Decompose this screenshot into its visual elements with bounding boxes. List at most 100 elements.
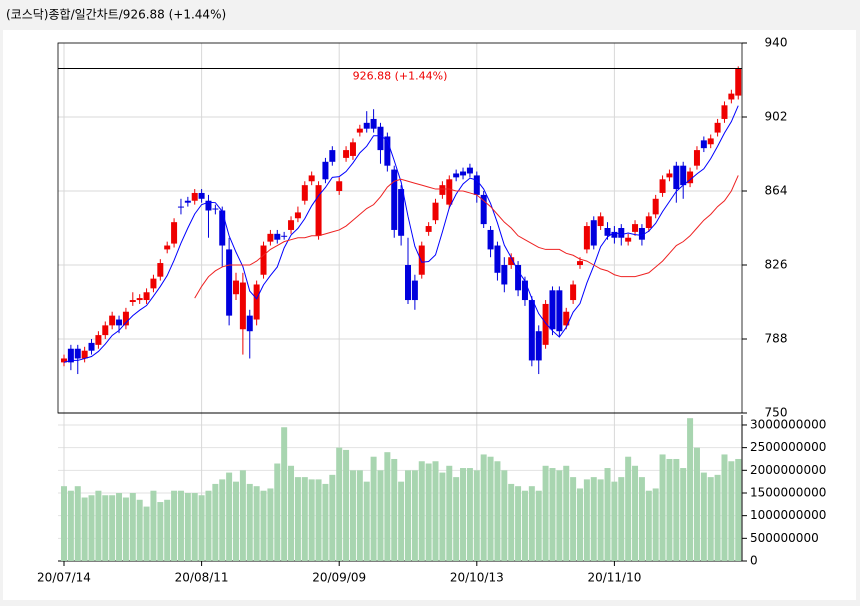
volume-bar xyxy=(411,470,418,561)
volume-bar xyxy=(659,454,666,561)
volume-bar xyxy=(542,465,549,561)
volume-bar xyxy=(405,470,411,561)
x-tick-label: 20/11/10 xyxy=(587,571,641,585)
volume-bar xyxy=(301,477,308,561)
volume-bar xyxy=(150,490,157,561)
volume-bar xyxy=(315,479,322,561)
candle-body xyxy=(81,350,88,359)
volume-bar xyxy=(95,490,102,561)
candle-body xyxy=(700,140,707,149)
volume-bar xyxy=(336,447,343,561)
candle-body xyxy=(253,284,260,320)
volume-bar xyxy=(246,483,253,561)
candle-body xyxy=(590,220,597,246)
candle-body xyxy=(645,216,652,228)
candle-body xyxy=(102,325,109,336)
candle-body xyxy=(556,290,563,332)
candle-body xyxy=(535,331,542,361)
volume-bar xyxy=(625,456,632,561)
candle-body xyxy=(501,265,508,285)
volume-bar xyxy=(384,452,391,561)
candle-body xyxy=(274,233,281,240)
candle-body xyxy=(432,202,439,221)
candle-body xyxy=(267,233,274,242)
candle-body xyxy=(301,185,308,201)
volume-bar xyxy=(157,502,164,561)
y-tick-label: 750 xyxy=(765,406,788,420)
volume-bar xyxy=(549,468,556,561)
x-tick-label: 20/09/09 xyxy=(312,571,366,585)
last-price-annotation: 926.88 (+1.44%) xyxy=(353,70,448,83)
volume-bar xyxy=(391,458,398,561)
y-tick-label: 0 xyxy=(750,554,758,568)
moving-average-line xyxy=(194,175,739,299)
volume-bar xyxy=(308,479,315,561)
volume-bar xyxy=(453,477,460,561)
candle-body xyxy=(515,265,522,291)
volume-bar xyxy=(398,481,405,561)
candle-body xyxy=(693,150,700,166)
volume-bar xyxy=(294,477,301,561)
volume-bar xyxy=(432,461,439,561)
volume-bar xyxy=(501,470,508,561)
volume-bar xyxy=(349,470,356,561)
candle-body xyxy=(122,311,129,326)
candle-body xyxy=(549,290,556,330)
candle-body xyxy=(728,93,735,100)
volume-bar xyxy=(377,470,384,561)
candle-body xyxy=(439,185,446,195)
volume-bar xyxy=(645,490,652,561)
candle-body xyxy=(611,231,618,238)
volume-bar xyxy=(687,418,694,561)
candle-body xyxy=(356,128,363,133)
volume-bar xyxy=(233,481,239,561)
volume-bar xyxy=(219,479,226,561)
candle-body xyxy=(384,136,391,166)
volume-bar xyxy=(466,468,473,561)
volume-bar xyxy=(281,427,288,561)
candle-body xyxy=(198,192,205,199)
volume-bar xyxy=(590,477,597,561)
volume-bar xyxy=(226,472,233,561)
candle-body xyxy=(625,237,632,242)
volume-bar xyxy=(363,481,370,561)
volume-bar xyxy=(239,470,246,561)
volume-bar xyxy=(652,488,659,561)
candle-body xyxy=(707,138,714,145)
volume-bar xyxy=(556,470,563,561)
volume-bar xyxy=(480,454,487,561)
candle-body xyxy=(150,278,157,289)
candle-body xyxy=(184,200,191,203)
volume-bar xyxy=(577,488,583,561)
volume-bar xyxy=(721,454,728,561)
volume-bar xyxy=(563,465,570,561)
candle-body xyxy=(246,315,253,332)
volume-bar xyxy=(267,488,274,561)
candle-body xyxy=(129,300,136,302)
candle-body xyxy=(281,235,288,237)
volume-bar xyxy=(67,490,74,561)
x-tick-label: 20/07/14 xyxy=(37,571,91,585)
candle-body xyxy=(391,169,398,230)
candle-body xyxy=(294,212,301,219)
candle-body xyxy=(219,210,226,246)
candle-body xyxy=(177,206,184,208)
volume-bar xyxy=(728,461,735,561)
candle-body xyxy=(735,68,742,96)
candle-body xyxy=(171,222,178,244)
candle-body xyxy=(205,200,212,211)
candle-body xyxy=(446,179,453,205)
volume-bar xyxy=(102,495,109,561)
candle-body xyxy=(638,228,645,240)
candle-body xyxy=(349,142,356,156)
volume-bar xyxy=(515,486,522,561)
volume-bar xyxy=(143,506,150,561)
volume-bar xyxy=(212,483,219,561)
candle-body xyxy=(583,226,590,250)
volume-bar xyxy=(425,463,432,561)
candle-body xyxy=(425,226,432,232)
volume-bar xyxy=(714,474,721,561)
volume-bar xyxy=(322,483,329,561)
candle-body xyxy=(542,303,549,345)
